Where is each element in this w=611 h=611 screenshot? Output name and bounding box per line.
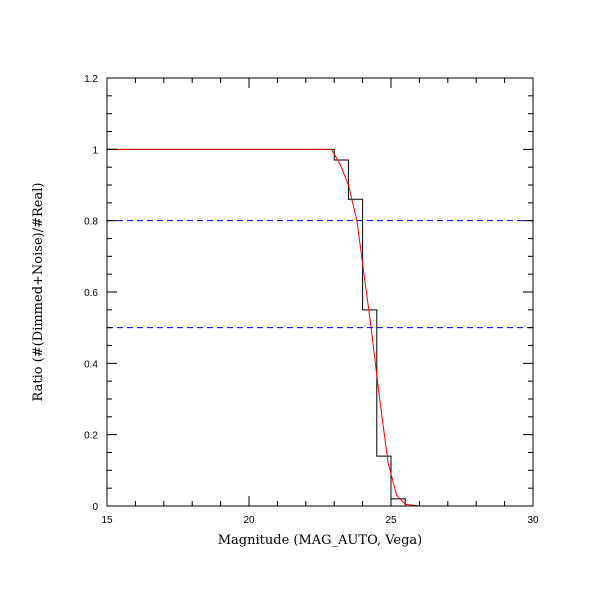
- x-tick-label: 15: [101, 515, 113, 526]
- x-tick-label: 25: [385, 515, 397, 526]
- y-tick-label: 0.4: [84, 359, 98, 370]
- plot-area: [107, 148, 533, 507]
- x-axis-label: Magnitude (MAG_AUTO, Vega): [218, 533, 423, 548]
- y-tick-label: 0.2: [84, 431, 98, 442]
- y-tick-label: 0.6: [84, 288, 98, 299]
- y-tick-label: 1: [92, 145, 98, 156]
- x-tick-label: 20: [243, 515, 255, 526]
- y-tick-label: 0: [92, 502, 98, 513]
- y-axis-label: Ratio (#(Dimmed+Noise)/#Real): [31, 183, 46, 402]
- y-tick-label: 0.8: [84, 217, 98, 228]
- y-tick-label: 1.2: [84, 74, 98, 85]
- plot-frame: [106, 77, 534, 507]
- axes: 15 20 25 30 0 0.2 0.4 0.6 0.8 1 1.2: [84, 74, 539, 526]
- x-tick-label: 30: [527, 515, 539, 526]
